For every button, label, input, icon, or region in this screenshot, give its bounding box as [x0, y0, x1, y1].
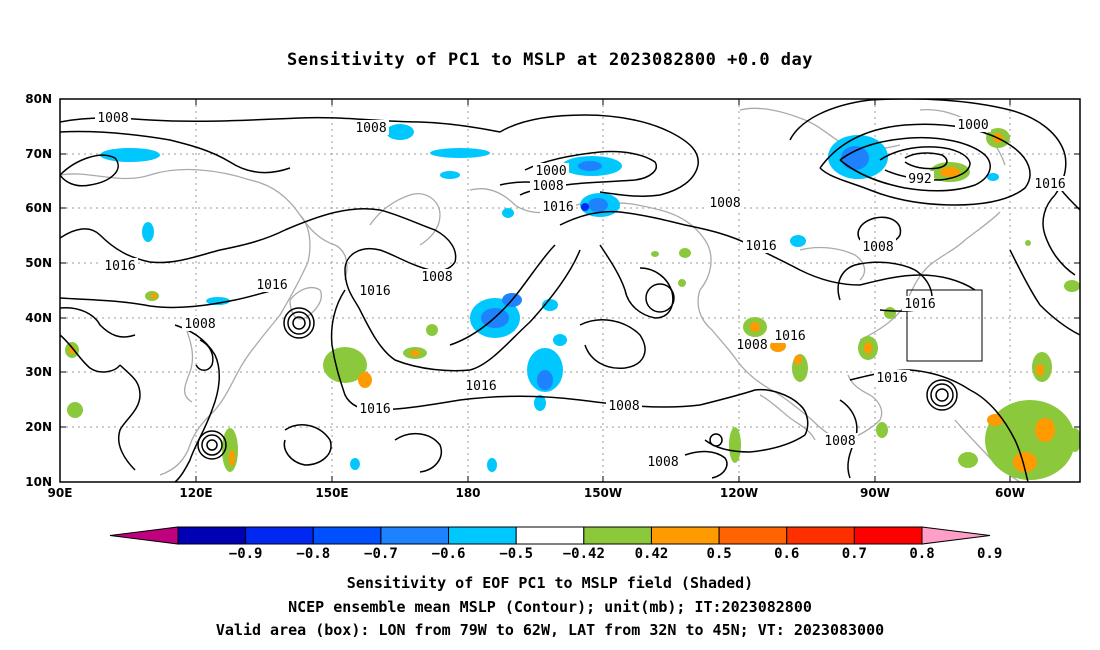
- colorbar-label: −0.7: [364, 546, 398, 562]
- contour-label: 1016: [876, 371, 907, 386]
- lat-label: 20N: [25, 420, 52, 434]
- colorbar-label: −0.9: [229, 546, 263, 562]
- colorbar-label: 0.6: [774, 546, 799, 562]
- colorbar-label: 0.5: [706, 546, 731, 562]
- contour-label: 1000: [957, 118, 988, 133]
- map-gridlines: [60, 99, 1080, 482]
- colorbar-max-triangle: [921, 526, 991, 545]
- contour-label: 992: [908, 172, 931, 187]
- contour-label: 1008: [736, 338, 767, 353]
- caption-line-2: NCEP ensemble mean MSLP (Contour); unit(…: [288, 598, 812, 616]
- contour-label: 1008: [97, 111, 128, 126]
- map-frame: [59, 98, 1081, 483]
- colorbar-label: −0.42: [563, 546, 605, 562]
- lon-label: 90W: [860, 486, 890, 500]
- contour-label: 1008: [421, 270, 452, 285]
- contour-label: 1016: [359, 284, 390, 299]
- colorbar-label: 0.8: [909, 546, 934, 562]
- lat-label: 50N: [25, 256, 52, 270]
- contour-label: 1016: [774, 329, 805, 344]
- contour-label: 1016: [904, 297, 935, 312]
- lon-label: 150W: [584, 486, 622, 500]
- colorbar-labels: −0.9 −0.8 −0.7 −0.6 −0.5 −0.42 0.42 0.5 0.6 0.7 0.…: [229, 546, 1003, 562]
- colorbar-swatch: [515, 526, 585, 545]
- colorbar-swatch: [650, 526, 720, 545]
- colorbar-swatch: [853, 526, 923, 545]
- contour-label: 1016: [1034, 177, 1065, 192]
- caption-line-3: Valid area (box): LON from 79W to 62W, L…: [215, 621, 885, 639]
- colorbar-swatch: [245, 526, 314, 545]
- colorbar-swatch: [583, 526, 652, 545]
- colorbar-swatch: [380, 526, 450, 545]
- longitude-labels: 90E 120E 150E 180 150W 120W 90W 60W: [48, 486, 1025, 500]
- colorbar-swatch: [448, 526, 517, 545]
- caption-line-1: Sensitivity of EOF PC1 to MSLP field (Sh…: [346, 574, 754, 592]
- lon-label: 120E: [179, 486, 212, 500]
- contour-label: 1008: [647, 455, 678, 470]
- contour-label: 1008: [862, 240, 893, 255]
- lon-label: 90E: [48, 486, 73, 500]
- lat-label: 80N: [25, 92, 52, 106]
- lon-label: 120W: [720, 486, 758, 500]
- latitude-labels: 80N 70N 60N 50N 40N 30N 20N 10N: [25, 92, 52, 489]
- contour-label: 1000: [535, 164, 566, 179]
- lat-label: 60N: [25, 201, 52, 215]
- colorbar-label: 0.7: [842, 546, 867, 562]
- contour-label: 1008: [824, 434, 855, 449]
- colorbar-label: −0.8: [296, 546, 330, 562]
- lat-label: 40N: [25, 311, 52, 325]
- contour-label: 1008: [608, 399, 639, 414]
- contour-label: 1016: [542, 200, 573, 215]
- colorbar-label: −0.6: [432, 546, 466, 562]
- valid-area-box: [906, 289, 983, 362]
- contour-label: 1008: [532, 179, 563, 194]
- lon-label: 60W: [995, 486, 1025, 500]
- lon-label: 180: [455, 486, 480, 500]
- colorbar-min-triangle: [109, 526, 179, 545]
- colorbar-swatch: [177, 526, 247, 545]
- colorbar-swatch: [786, 526, 855, 545]
- colorbar-label: −0.5: [499, 546, 533, 562]
- colorbar: [109, 526, 991, 545]
- contour-label: 1016: [465, 379, 496, 394]
- contour-label: 1016: [745, 239, 776, 254]
- lon-label: 150E: [315, 486, 348, 500]
- colorbar-swatch: [312, 526, 382, 545]
- contour-labels: 1008100810001008101610081016100810009921…: [95, 110, 1068, 470]
- colorbar-label: 0.9: [977, 546, 1002, 562]
- colorbar-label: 0.42: [635, 546, 669, 562]
- contour-label: 1016: [256, 278, 287, 293]
- plot-title: Sensitivity of PC1 to MSLP at 2023082800…: [286, 50, 813, 70]
- lat-label: 70N: [25, 147, 52, 161]
- contour-label: 1008: [355, 121, 386, 136]
- contour-label: 1008: [709, 196, 740, 211]
- contour-label: 1008: [184, 317, 215, 332]
- colorbar-swatch: [718, 526, 788, 545]
- contour-label: 1016: [104, 259, 135, 274]
- lat-label: 30N: [25, 365, 52, 379]
- lat-label: 10N: [25, 475, 52, 489]
- contour-label: 1016: [359, 402, 390, 417]
